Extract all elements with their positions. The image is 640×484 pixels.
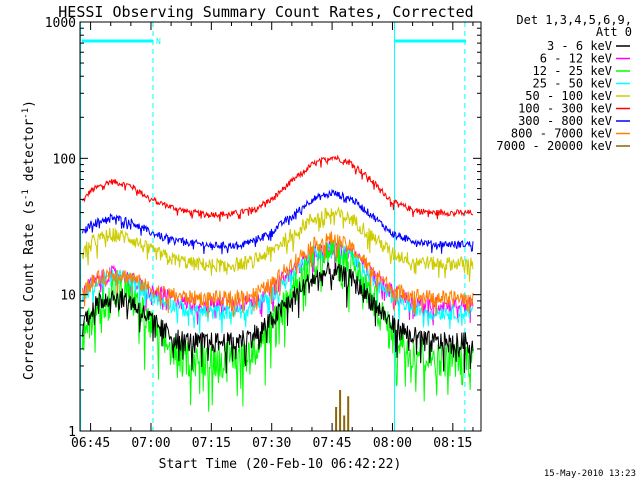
y-axis-label-part-1: Corrected Count Rate (s	[22, 200, 37, 380]
y-axis-label-sup-1: -1	[21, 189, 31, 200]
series-line-25-50kev	[82, 240, 474, 334]
legend-label-2: 12 - 25 keV	[533, 64, 612, 78]
y-tick-label-3: 1000	[45, 16, 76, 31]
x-tick-label-5: 08:00	[373, 436, 412, 451]
axes: 1 10 100 1000 06:45 07:00 07:15 07:30 07:45 08:00…	[45, 16, 482, 451]
y-tick-label-2: 100	[53, 152, 76, 167]
x-tick-label-2: 07:15	[192, 436, 231, 451]
series-line-300-800kev	[82, 188, 474, 255]
x-tick-label-0: 06:45	[71, 436, 110, 451]
x-tick-label-6: 08:15	[433, 436, 472, 451]
legend-label-1: 6 - 12 keV	[540, 52, 612, 66]
legend-label-6: 300 - 800 keV	[518, 114, 612, 128]
legend-label-0: 3 - 6 keV	[547, 39, 612, 53]
legend-header-line-1: Det 1,3,4,5,6,9,	[516, 13, 632, 27]
x-tick-label-4: 07:45	[313, 436, 352, 451]
series-line-800-7000kev	[82, 231, 474, 318]
y-axis-label-sup-2: -1	[21, 108, 31, 119]
legend-label-5: 100 - 300 keV	[518, 102, 612, 116]
series-line-12-25kev	[82, 238, 474, 412]
legend-label-3: 25 - 50 keV	[533, 77, 612, 91]
x-axis-label: Start Time (20-Feb-10 06:42:22)	[159, 457, 402, 472]
series-line-50-100kev	[82, 206, 474, 282]
flag-label-0: N	[156, 37, 161, 46]
legend-label-7: 800 - 7000 keV	[511, 127, 612, 141]
x-tick-label-1: 07:00	[131, 436, 170, 451]
timestamp: 15-May-2010 13:23	[544, 469, 636, 479]
y-axis-label-part-2: detector	[22, 119, 37, 190]
legend-header-line-2: Att 0	[596, 25, 632, 39]
chart-title: HESSI Observing Summary Count Rates, Cor…	[58, 3, 473, 21]
series-line-7000-20000kev	[335, 390, 350, 431]
series-line-3-6kev	[82, 261, 474, 374]
y-tick-label-1: 10	[60, 289, 76, 304]
plot-frame	[79, 21, 482, 432]
plot-area: N	[80, 22, 474, 431]
y-axis-label-part-3: )	[22, 100, 37, 108]
y-axis-label: Corrected Count Rate (s-1 detector-1)	[21, 100, 37, 380]
legend-label-4: 50 - 100 keV	[525, 89, 612, 103]
x-tick-label-3: 07:30	[252, 436, 291, 451]
series-line-100-300kev	[82, 154, 474, 222]
legend-label-8: 7000 - 20000 keV	[496, 139, 612, 153]
y-tick-label-0: 1	[68, 425, 76, 440]
